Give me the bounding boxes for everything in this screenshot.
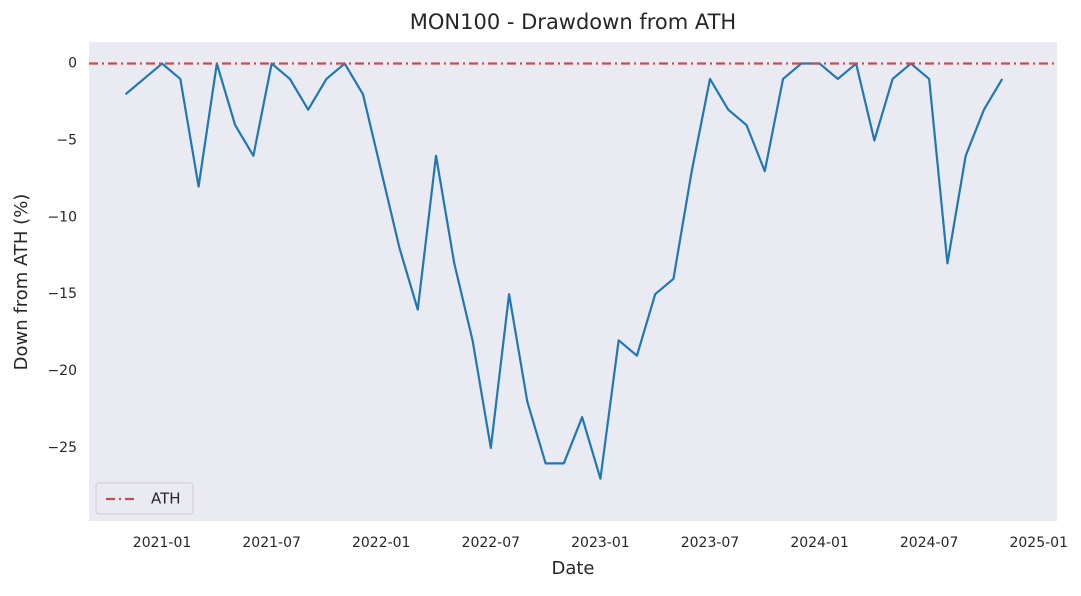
x-tick-label: 2021-01 [133, 535, 192, 551]
y-tick-label: −10 [47, 209, 77, 225]
x-tick-label: 2022-01 [352, 535, 411, 551]
y-tick-label: −5 [56, 132, 77, 148]
y-tick-label: 0 [68, 56, 77, 72]
y-tick-label: −15 [47, 286, 77, 302]
x-axis-label: Date [551, 558, 594, 579]
x-tick-label: 2021-07 [242, 535, 301, 551]
y-axis-label: Down from ATH (%) [11, 194, 32, 371]
legend-label: ATH [151, 490, 181, 508]
chart-title: MON100 - Drawdown from ATH [410, 10, 736, 34]
x-tick-label: 2024-07 [900, 535, 959, 551]
y-tick-label: −20 [47, 363, 77, 379]
y-tick-label: −25 [47, 440, 77, 456]
plot-background [89, 42, 1057, 521]
x-tick-label: 2023-07 [681, 535, 740, 551]
x-tick-label: 2024-01 [790, 535, 849, 551]
x-tick-label: 2023-01 [571, 535, 630, 551]
x-tick-label: 2022-07 [462, 535, 521, 551]
legend-box [95, 482, 194, 515]
x-tick-label: 2025-01 [1009, 535, 1068, 551]
